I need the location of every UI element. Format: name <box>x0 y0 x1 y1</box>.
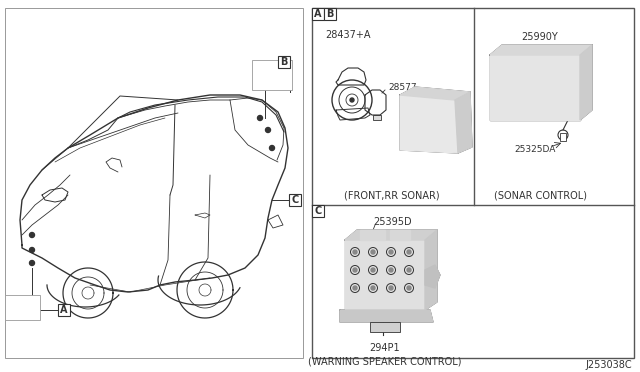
Bar <box>560 133 566 141</box>
Circle shape <box>350 98 354 102</box>
Bar <box>289 194 301 206</box>
Circle shape <box>257 115 262 121</box>
Polygon shape <box>340 310 433 322</box>
Circle shape <box>407 268 411 272</box>
Text: C: C <box>291 195 299 205</box>
Text: C: C <box>314 206 322 216</box>
Text: (FRONT,RR SONAR): (FRONT,RR SONAR) <box>344 190 440 200</box>
Polygon shape <box>345 230 437 240</box>
Polygon shape <box>345 240 425 310</box>
Text: (WARNING SPEAKER CONTROL): (WARNING SPEAKER CONTROL) <box>308 357 461 367</box>
Circle shape <box>389 286 393 290</box>
Text: B: B <box>280 57 288 67</box>
Bar <box>370 322 400 332</box>
Text: 294P1: 294P1 <box>370 343 400 353</box>
Polygon shape <box>400 87 470 100</box>
Polygon shape <box>425 265 440 288</box>
Circle shape <box>371 286 375 290</box>
Polygon shape <box>390 230 410 240</box>
Circle shape <box>407 250 411 254</box>
Polygon shape <box>490 55 580 120</box>
Polygon shape <box>425 230 437 310</box>
Circle shape <box>29 232 35 237</box>
Circle shape <box>353 268 357 272</box>
Circle shape <box>371 268 375 272</box>
Circle shape <box>29 260 35 266</box>
Polygon shape <box>490 45 592 55</box>
Polygon shape <box>455 92 472 153</box>
Text: 25395D: 25395D <box>373 217 412 227</box>
Bar <box>312 8 324 20</box>
Bar <box>312 205 324 217</box>
Bar <box>530 60 550 68</box>
Bar <box>252 60 292 90</box>
Bar <box>373 115 381 120</box>
Circle shape <box>407 286 411 290</box>
Text: A: A <box>60 305 68 315</box>
Polygon shape <box>400 95 458 153</box>
Bar <box>495 60 525 68</box>
Text: (SONAR CONTROL): (SONAR CONTROL) <box>493 190 586 200</box>
Text: B: B <box>326 9 333 19</box>
Circle shape <box>389 250 393 254</box>
Circle shape <box>269 145 275 151</box>
Polygon shape <box>360 230 385 240</box>
Text: 28437+A: 28437+A <box>325 30 371 40</box>
Circle shape <box>29 247 35 253</box>
Circle shape <box>266 128 271 132</box>
Text: 25325DA: 25325DA <box>515 145 556 154</box>
Bar <box>58 304 70 316</box>
Circle shape <box>371 250 375 254</box>
Polygon shape <box>580 45 592 120</box>
Bar <box>555 60 575 68</box>
Bar <box>278 56 290 68</box>
Circle shape <box>389 268 393 272</box>
Circle shape <box>353 286 357 290</box>
Text: 28577: 28577 <box>388 83 417 93</box>
Text: A: A <box>314 9 322 19</box>
Bar <box>5 8 303 358</box>
Bar <box>312 8 634 358</box>
Text: 25990Y: 25990Y <box>522 32 558 42</box>
Circle shape <box>353 250 357 254</box>
Bar <box>324 8 336 20</box>
Text: J253038C: J253038C <box>586 360 632 370</box>
Bar <box>5 295 40 320</box>
